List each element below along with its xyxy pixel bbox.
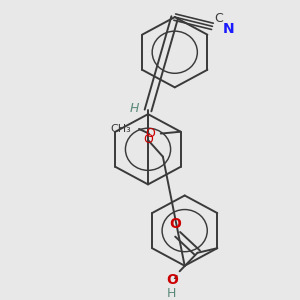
Text: O: O [143,133,153,146]
Text: H: H [167,287,176,300]
Text: O: O [170,217,182,231]
Text: H: H [130,102,139,115]
Text: O: O [145,127,155,140]
Text: O: O [166,273,178,287]
Text: C: C [214,12,223,26]
Text: CH₃: CH₃ [110,124,131,134]
Text: N: N [222,22,234,36]
